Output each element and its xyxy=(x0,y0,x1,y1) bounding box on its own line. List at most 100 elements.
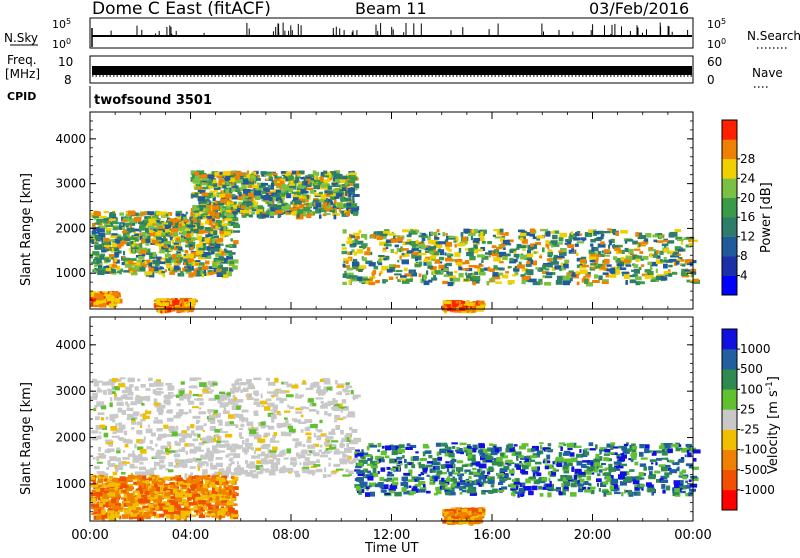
echo-cell xyxy=(545,276,552,279)
echo-cell xyxy=(240,176,244,180)
echo-cell xyxy=(121,472,126,475)
echo-cell xyxy=(197,450,204,452)
echo-cell xyxy=(115,469,118,472)
echo-cell xyxy=(288,426,294,429)
echo-cell xyxy=(254,450,256,454)
echo-cell xyxy=(274,205,282,209)
echo-cell xyxy=(453,240,456,242)
echo-cell xyxy=(236,379,242,382)
echo-cell xyxy=(158,478,164,480)
echo-cell xyxy=(310,190,314,194)
echo-cell xyxy=(402,229,409,232)
echo-cell xyxy=(113,212,115,215)
echo-cell xyxy=(264,195,271,198)
echo-cell xyxy=(669,259,677,262)
echo-cell xyxy=(420,232,422,234)
echo-cell xyxy=(99,216,107,218)
echo-cell xyxy=(567,244,574,248)
echo-cell xyxy=(105,440,112,443)
echo-cell xyxy=(186,451,188,455)
echo-cell xyxy=(617,266,620,269)
echo-cell xyxy=(294,471,299,474)
echo-cell xyxy=(295,444,298,448)
echo-cell xyxy=(677,254,681,256)
echo-cell xyxy=(395,245,399,248)
echo-cell xyxy=(159,460,164,464)
echo-cell xyxy=(287,204,291,208)
station-title: Dome C East (fitACF) xyxy=(92,0,271,19)
echo-cell xyxy=(642,242,649,244)
echo-cell xyxy=(427,266,433,269)
echo-cell xyxy=(500,232,502,235)
echo-cell xyxy=(168,451,176,453)
echo-cell xyxy=(217,413,221,418)
echo-cell xyxy=(588,234,592,237)
echo-cell xyxy=(240,382,247,385)
echo-cell xyxy=(151,433,156,437)
echo-cell xyxy=(558,251,563,253)
echo-cell xyxy=(564,260,569,264)
cpid-value: twofsound 3501 xyxy=(94,93,212,108)
echo-cell xyxy=(137,481,142,485)
echo-cell xyxy=(295,474,300,478)
echo-cell xyxy=(192,219,196,221)
echo-cell xyxy=(251,455,255,459)
echo-cell xyxy=(389,233,396,236)
echo-cell xyxy=(649,271,654,275)
echo-cell xyxy=(662,244,669,247)
echo-cell xyxy=(208,381,212,385)
echo-cell xyxy=(117,402,124,406)
echo-cell xyxy=(247,171,249,174)
echo-cell xyxy=(113,292,120,297)
echo-cell xyxy=(315,210,318,213)
echo-cell xyxy=(324,208,327,210)
echo-cell xyxy=(269,201,272,204)
echo-cell xyxy=(141,403,144,406)
echo-cell xyxy=(229,252,233,256)
echo-cell xyxy=(322,404,326,409)
echo-cell xyxy=(261,458,268,460)
echo-cell xyxy=(540,229,548,231)
echo-cell xyxy=(221,404,224,407)
echo-cell xyxy=(139,441,143,444)
echo-cell xyxy=(163,241,168,244)
echo-cell xyxy=(110,416,114,421)
echo-cell xyxy=(274,179,280,181)
echo-cell xyxy=(91,293,94,297)
echo-cell xyxy=(367,247,371,251)
echo-cell xyxy=(319,214,322,218)
echo-cell xyxy=(615,232,619,236)
echo-cell xyxy=(215,223,218,226)
echo-cell xyxy=(314,185,320,189)
echo-cell xyxy=(371,235,373,237)
echo-cell xyxy=(301,415,304,418)
echo-cell xyxy=(260,401,268,405)
echo-cell xyxy=(617,264,623,266)
echo-cell xyxy=(582,265,589,267)
echo-cell xyxy=(274,432,278,436)
echo-cell xyxy=(419,273,422,277)
echo-cell xyxy=(215,201,218,205)
echo-cell xyxy=(321,452,325,455)
echo-cell xyxy=(193,394,199,396)
echo-cell xyxy=(282,450,285,454)
echo-cell xyxy=(656,269,658,273)
echo-cell xyxy=(293,462,296,467)
echo-cell xyxy=(238,192,242,195)
echo-cell xyxy=(271,414,277,419)
echo-cell xyxy=(269,470,276,475)
echo-cell xyxy=(216,477,220,480)
echo-cell xyxy=(448,272,453,277)
echo-cell xyxy=(321,184,326,188)
echo-cell xyxy=(219,181,222,185)
echo-cell xyxy=(166,265,171,268)
echo-cell xyxy=(214,235,219,238)
echo-cell xyxy=(253,202,258,205)
echo-cell xyxy=(224,407,227,411)
echo-cell xyxy=(112,222,119,224)
echo-cell xyxy=(164,229,169,232)
echo-cell xyxy=(197,420,201,423)
echo-cell xyxy=(237,445,243,448)
echo-cell xyxy=(100,488,104,493)
echo-cell xyxy=(675,229,682,232)
